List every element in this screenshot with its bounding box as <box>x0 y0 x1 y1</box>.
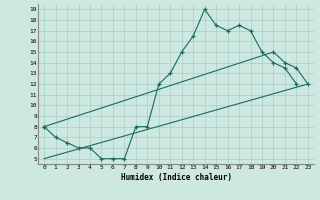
X-axis label: Humidex (Indice chaleur): Humidex (Indice chaleur) <box>121 173 231 182</box>
